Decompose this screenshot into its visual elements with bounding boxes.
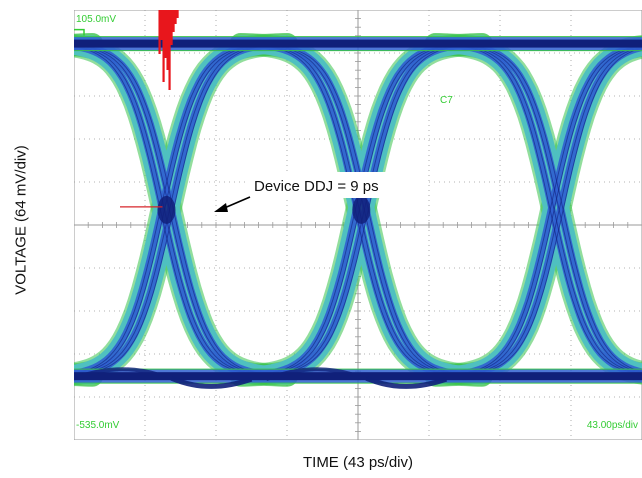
histogram-bin (162, 10, 165, 82)
eye-diagram-chart: 105.0mV -535.0mV 43.00ps/div C7 Device D… (74, 10, 642, 440)
ddj-annotation: Device DDJ = 9 ps (214, 172, 428, 212)
channel-label: C7 (440, 95, 453, 106)
histogram-bin (158, 10, 161, 54)
histogram-bin (168, 10, 171, 90)
y-axis-label: VOLTAGE (64 mV/div) (12, 145, 30, 295)
undershoot-trace (170, 375, 253, 389)
overshoot-trace (74, 367, 158, 381)
level-marker (74, 28, 85, 36)
overshoot-trace (265, 367, 352, 382)
crossing-histogram (158, 10, 179, 90)
high-level-rail-core (74, 39, 642, 48)
histogram-bin (170, 10, 173, 45)
bottom-left-readout: -535.0mV (76, 420, 120, 431)
bottom-right-readout: 43.00ps/div (587, 420, 638, 431)
histogram-bin (164, 10, 167, 58)
top-left-readout: 105.0mV (76, 14, 116, 25)
ddj-annotation-text: Device DDJ = 9 ps (254, 178, 379, 195)
eye-traces (74, 33, 642, 389)
histogram-bin (172, 10, 175, 32)
undershoot-trace (365, 375, 448, 389)
histogram-bin (160, 10, 163, 40)
histogram-bin (176, 10, 179, 18)
ddj-arrowhead (214, 203, 228, 212)
histogram-bin (166, 10, 169, 70)
histogram-bin (174, 10, 177, 24)
crossing-point (157, 195, 176, 224)
low-level-rail-core (74, 372, 642, 381)
overlay (74, 28, 163, 208)
x-axis-label: TIME (43 ps/div) (302, 454, 414, 471)
crossing-point (352, 195, 371, 224)
